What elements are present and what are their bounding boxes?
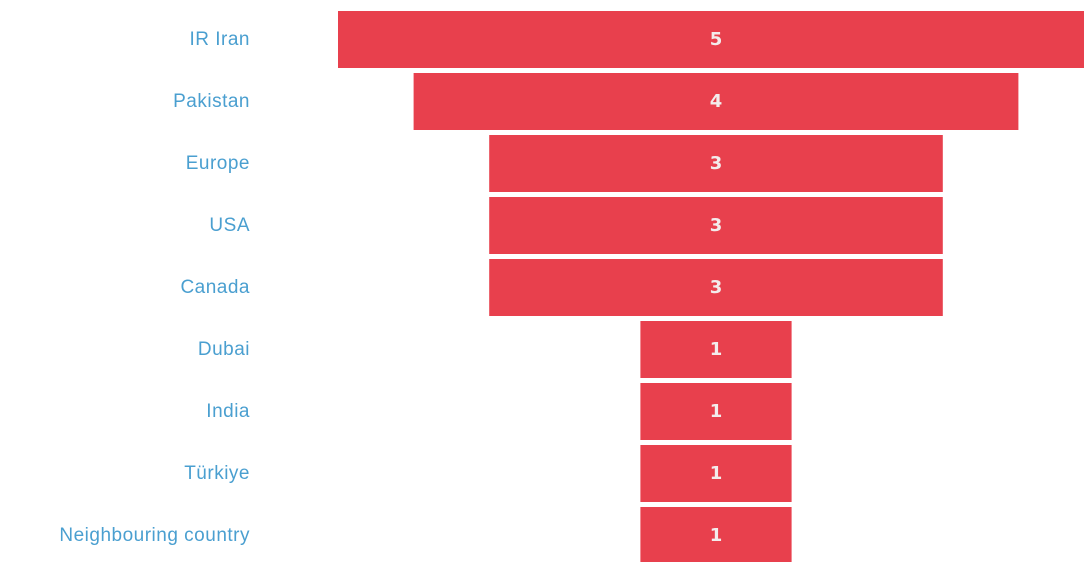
- bar: [489, 135, 943, 192]
- bar: [489, 197, 943, 254]
- category-label: Neighbouring country: [59, 525, 250, 546]
- category-label: Europe: [186, 153, 250, 174]
- bar: [338, 11, 1084, 68]
- bar: [489, 259, 943, 316]
- bar: [640, 383, 792, 440]
- category-label: Türkiye: [184, 463, 250, 484]
- bar-value-label: 3: [710, 277, 723, 298]
- bar-value-label: 1: [710, 525, 723, 546]
- category-label: IR Iran: [189, 29, 250, 50]
- category-label: USA: [209, 215, 250, 236]
- category-label: Dubai: [198, 339, 250, 360]
- bar-value-label: 3: [710, 215, 723, 236]
- category-label: Pakistan: [173, 91, 250, 112]
- bar-value-label: 1: [710, 401, 723, 422]
- bar: [413, 73, 1019, 130]
- bar-value-label: 1: [710, 463, 723, 484]
- bar: [640, 445, 792, 502]
- bar: [640, 321, 792, 378]
- bar-value-label: 5: [710, 29, 723, 50]
- category-label: Canada: [180, 277, 250, 298]
- bar-value-label: 4: [710, 91, 723, 112]
- category-label: India: [206, 401, 250, 422]
- bar-value-label: 1: [710, 339, 723, 360]
- bar-value-label: 3: [710, 153, 723, 174]
- bar: [640, 507, 792, 562]
